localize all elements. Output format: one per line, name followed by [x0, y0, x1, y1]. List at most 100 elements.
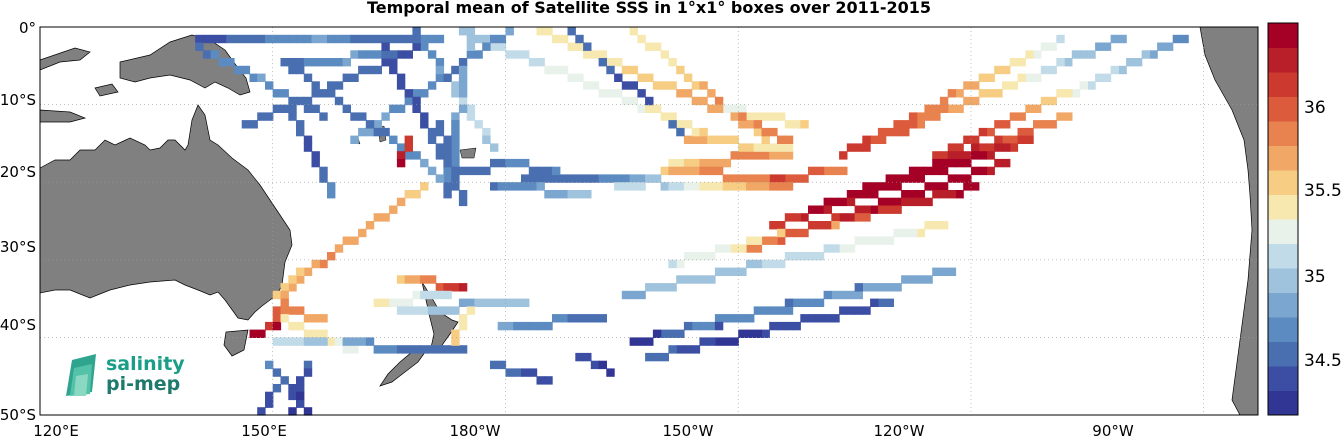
sss-cell — [296, 34, 305, 44]
sss-cell — [427, 135, 437, 144]
colorbar-segment — [1268, 366, 1298, 391]
sss-cell — [288, 275, 297, 284]
sss-cell — [761, 151, 770, 160]
sss-cell — [350, 50, 359, 59]
sss-cell — [699, 166, 708, 176]
sss-cell — [1095, 73, 1104, 82]
sss-cell — [396, 34, 406, 44]
sss-cell — [1056, 89, 1065, 98]
sss-cell — [505, 368, 514, 377]
sss-cell — [808, 314, 817, 323]
sss-cell — [823, 314, 832, 323]
sss-cell — [738, 104, 747, 113]
sss-cell — [939, 267, 949, 276]
sss-cell — [536, 376, 545, 385]
map-title: Temporal mean of Satellite SSS in 1°x1° … — [366, 0, 932, 17]
sss-cell — [1033, 120, 1042, 129]
sss-cell — [412, 290, 421, 300]
sss-cell — [932, 221, 941, 230]
sss-cell — [652, 42, 662, 51]
sss-cell — [808, 205, 817, 214]
sss-cell — [536, 58, 545, 67]
sss-cell — [567, 73, 576, 82]
sss-cell — [978, 73, 988, 82]
sss-cell — [1002, 135, 1011, 144]
sss-cell — [1141, 50, 1150, 59]
sss-cell — [629, 182, 638, 191]
sss-cell — [660, 329, 669, 338]
sss-cell — [629, 96, 638, 106]
sss-cell — [777, 321, 786, 331]
sss-cell — [265, 391, 274, 401]
sss-cell — [598, 314, 607, 323]
sss-cell — [327, 89, 336, 98]
sss-cell — [482, 135, 491, 144]
sss-cell — [707, 135, 716, 144]
sss-cell — [683, 166, 693, 176]
sss-cell — [730, 174, 739, 183]
sss-cell — [365, 337, 375, 346]
sss-cell — [1126, 58, 1135, 67]
sss-cell — [334, 96, 344, 106]
sss-cell — [195, 34, 204, 44]
sss-cell — [458, 96, 468, 106]
sss-cell — [722, 244, 732, 253]
sss-cell — [714, 244, 724, 253]
sss-cell — [458, 298, 468, 307]
sss-cell — [265, 34, 274, 44]
sss-cell — [451, 65, 460, 75]
sss-cell — [311, 314, 320, 323]
colorbar-segment — [1268, 23, 1298, 48]
sss-cell — [420, 182, 429, 191]
sss-cell — [707, 275, 716, 284]
sss-cell — [738, 329, 747, 338]
sss-cell — [451, 143, 460, 152]
sss-cell — [800, 298, 809, 307]
sss-cell — [877, 182, 887, 191]
sss-cell — [924, 104, 933, 113]
sss-cell — [396, 143, 406, 152]
sss-cell — [296, 337, 305, 346]
sss-cell — [202, 34, 212, 44]
sss-cell — [396, 73, 406, 82]
sss-cell — [412, 275, 421, 284]
sss-cell — [777, 259, 786, 269]
sss-cell — [474, 50, 483, 59]
colorbar-segment — [1268, 390, 1298, 416]
colorbar-segment — [1268, 145, 1298, 171]
sss-cell — [296, 376, 305, 385]
sss-cell — [303, 58, 313, 67]
colorbar — [1268, 23, 1298, 416]
sss-cell — [1002, 120, 1011, 129]
sss-cell — [396, 81, 406, 90]
sss-cell — [1133, 58, 1143, 67]
sss-cell — [265, 399, 274, 408]
sss-cell — [963, 81, 972, 90]
colorbar-tick-label: 34.5 — [1304, 351, 1342, 371]
sss-cell — [451, 81, 460, 90]
sss-cell — [381, 298, 390, 307]
sss-cell — [854, 283, 863, 292]
sss-cell — [381, 112, 390, 121]
sss-cell — [683, 73, 693, 82]
sss-cell — [497, 298, 507, 307]
sss-cell — [676, 329, 685, 338]
x-tick-label: 180°W — [450, 422, 501, 438]
sss-cell — [575, 34, 584, 44]
sss-cell — [521, 174, 530, 183]
sss-cell — [637, 174, 646, 183]
sss-cell — [691, 96, 701, 106]
sss-cell — [994, 89, 1003, 98]
sss-cell — [412, 34, 421, 44]
sss-cell — [714, 321, 724, 331]
sss-cell — [761, 329, 770, 338]
sss-cell — [528, 182, 538, 191]
sss-cell — [536, 27, 545, 36]
sss-cell — [396, 275, 406, 284]
sss-cell — [668, 58, 677, 67]
sss-cell — [365, 50, 375, 59]
sss-cell — [668, 81, 677, 90]
sss-cell — [544, 321, 553, 331]
sss-cell — [699, 96, 708, 106]
sss-cell — [971, 81, 980, 90]
